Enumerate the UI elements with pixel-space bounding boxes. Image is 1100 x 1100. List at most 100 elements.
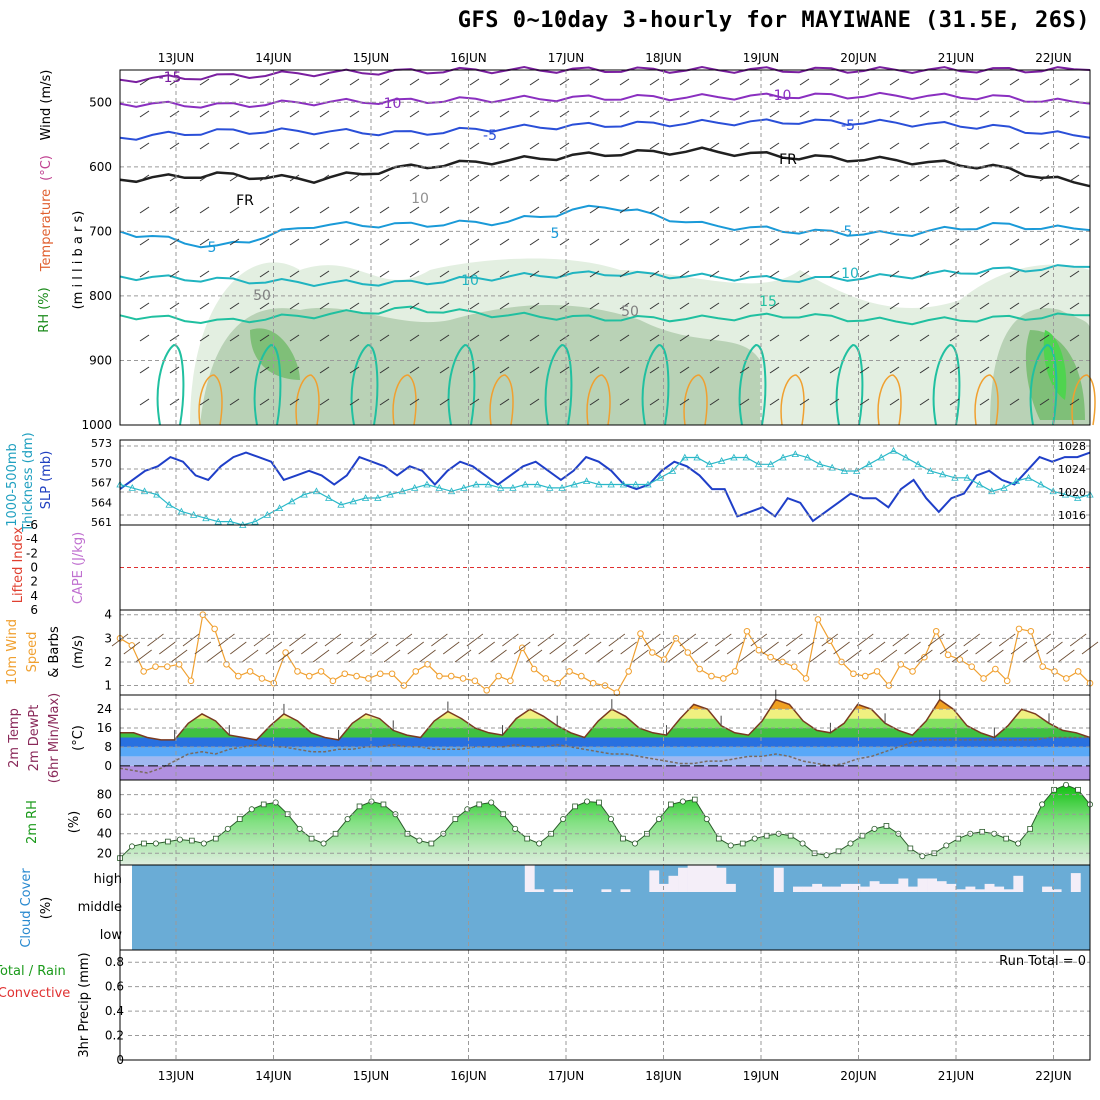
rh-point <box>596 799 602 806</box>
rh-point <box>141 840 147 847</box>
wind-barb <box>679 238 690 246</box>
bottom-date-label: 15JUN <box>353 1069 390 1083</box>
high-cloud-bar <box>1042 886 1052 892</box>
wind-speed-point <box>305 672 313 680</box>
wind-barb <box>1009 366 1020 374</box>
wind-barb <box>889 174 900 182</box>
wind-barb <box>499 398 510 406</box>
wind-barb <box>529 174 540 182</box>
wind-barb <box>739 238 750 246</box>
thickness-point <box>546 484 554 491</box>
wind-speed-point <box>187 677 195 685</box>
pressure-tick: 1000 <box>81 418 112 432</box>
wind-barb <box>229 142 240 150</box>
cape-label: CAPE (J/kg) <box>71 532 86 604</box>
thickness-point <box>325 494 333 501</box>
wind-speed-point <box>483 686 491 694</box>
wind-barb <box>799 270 810 278</box>
temp-band <box>120 746 1090 757</box>
thickness-point <box>1012 477 1021 485</box>
wind-barb <box>1039 270 1050 278</box>
wind-barb <box>499 302 510 310</box>
warm-contour <box>780 374 805 426</box>
wind-barb <box>525 649 543 663</box>
wind-barb <box>949 78 960 86</box>
pressure-tick: 700 <box>89 224 112 238</box>
wind-barb <box>1009 174 1020 182</box>
wind-barb <box>319 206 330 214</box>
rh2m-label: 2m RH <box>25 800 40 844</box>
wind-barb <box>829 238 840 246</box>
high-cloud-bar <box>888 883 899 892</box>
wind-barb <box>979 398 990 406</box>
wind-barb <box>619 238 630 246</box>
thickness-point <box>337 500 345 508</box>
wind-speed-point <box>329 677 337 685</box>
wind-barb <box>439 206 450 214</box>
wind-speed-point <box>731 668 739 675</box>
wind-barb <box>979 270 990 278</box>
wind-barb <box>859 398 870 406</box>
rh-fill <box>120 784 1090 865</box>
wind-barb <box>559 334 570 342</box>
wind-barb <box>199 302 210 310</box>
thickness-point <box>1049 487 1057 495</box>
wind-barb <box>139 110 150 118</box>
wind-barb <box>135 649 152 663</box>
top-date-label: 15JUN <box>353 51 390 65</box>
wind-barb <box>859 270 870 278</box>
top-date-label: 16JUN <box>450 51 487 65</box>
high-cloud-bar <box>994 886 1005 892</box>
wind-barb <box>169 142 180 150</box>
wind-speed-point <box>589 679 597 687</box>
bottom-date-label: 14JUN <box>255 1069 292 1083</box>
wind-barb <box>927 633 945 647</box>
contour-label: 10 <box>461 273 479 289</box>
wind-speed-point <box>719 675 727 682</box>
wind-barb <box>395 633 413 647</box>
wind-barb <box>289 398 300 406</box>
wind-barb <box>199 78 210 86</box>
rh-point <box>1003 835 1009 842</box>
rh-tick: 20 <box>97 846 112 860</box>
wind-barb <box>949 270 960 278</box>
wind-barb <box>619 174 630 182</box>
warm-contour <box>1071 374 1096 426</box>
wind-barb <box>919 270 930 278</box>
thickness-point <box>767 460 775 468</box>
wind-barb <box>821 633 838 647</box>
wind-barb <box>1009 270 1020 278</box>
wind-barb <box>319 142 330 150</box>
contour-label: -5 <box>841 118 855 134</box>
wind-barb <box>919 302 930 310</box>
wind-barb <box>289 334 300 342</box>
wind-barb <box>589 110 600 118</box>
wind-barb <box>499 142 510 150</box>
warm-contour <box>350 343 379 426</box>
wind-barb <box>868 641 886 655</box>
wind-barb <box>951 649 969 663</box>
wind-barb <box>559 78 570 86</box>
contour-label: 5 <box>208 240 217 256</box>
cloud-level-label: middle <box>78 900 122 915</box>
wind-speed-point <box>767 653 774 661</box>
wind-barb <box>319 238 330 246</box>
wind-barb <box>469 302 480 310</box>
top-date-label: 21JUN <box>938 51 975 65</box>
wind-barb <box>349 334 360 342</box>
isotherm--5 <box>119 118 1091 141</box>
wind-barb <box>919 238 930 246</box>
contour-label: -10 <box>769 88 792 104</box>
wind-barb <box>319 366 330 374</box>
wind-barb <box>529 238 540 246</box>
wind-barb <box>799 398 810 406</box>
wind-barb <box>1010 641 1028 655</box>
rh-point <box>751 835 758 842</box>
wind-barb <box>349 302 360 310</box>
wind-barb <box>139 270 150 278</box>
wind-barb <box>229 206 240 214</box>
wind-barb <box>229 398 240 406</box>
temp-unit: (°C) <box>71 725 86 751</box>
temp-band <box>120 709 1090 719</box>
wind-speed-point <box>708 672 715 680</box>
